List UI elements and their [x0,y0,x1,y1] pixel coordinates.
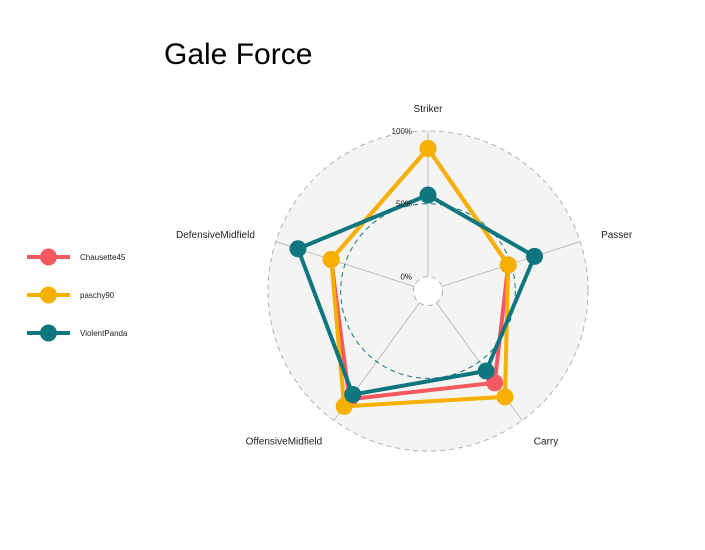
legend-item-chausette45: Chausette45 [27,248,126,266]
axis-label-passer: Passer [601,230,633,241]
axis-label-striker: Striker [414,104,444,115]
legend-marker [40,248,57,266]
axis-label-carry: Carry [534,437,558,448]
grid-labels: 0% 50% 100% [392,127,412,281]
point-violentpanda-offensivemidfield [344,386,362,404]
grid-circle-0 [412,275,444,307]
series-paschy90 [322,139,517,415]
point-paschy90-carry [496,388,514,406]
legend-label: ViolentPanda [80,329,128,338]
grid-label-1: 50% [396,200,412,209]
legend-label: paschy90 [80,291,115,300]
point-violentpanda-defensivemidfield [289,240,307,258]
radar-series [289,139,544,415]
legend-marker [40,324,57,342]
grid-label-2: 100% [392,127,412,136]
legend: Chausette45 paschy90 ViolentPanda [27,248,128,342]
grid-circle-100 [267,130,589,452]
series-line-paschy90 [329,146,511,409]
point-paschy90-defensivemidfield [322,251,340,269]
radar-grid [267,130,589,452]
point-violentpanda-carry [477,362,495,380]
point-chausette45-carry [486,374,504,392]
axis-labels: Striker Passer Carry OffensiveMidfield Defen… [176,104,633,448]
axis-label-offensivemidfield: OffensiveMidfield [246,437,323,448]
legend-label: Chausette45 [80,253,126,262]
point-violentpanda-passer [526,247,544,265]
point-violentpanda-striker [419,186,437,204]
grid-circle-50 [340,203,516,379]
legend-marker [40,286,57,304]
point-paschy90-offensivemidfield [335,397,353,415]
legend-item-paschy90: paschy90 [27,286,115,304]
series-line-violentpanda [295,193,537,397]
point-paschy90-striker [419,139,437,157]
axis-label-defensivemidfield: DefensiveMidfield [176,230,255,241]
grid-label-0: 0% [400,272,412,281]
legend-item-violentpanda: ViolentPanda [27,324,128,342]
chart-title: Gale Force [164,38,312,71]
point-paschy90-passer [499,256,517,274]
series-violentpanda [289,186,544,404]
